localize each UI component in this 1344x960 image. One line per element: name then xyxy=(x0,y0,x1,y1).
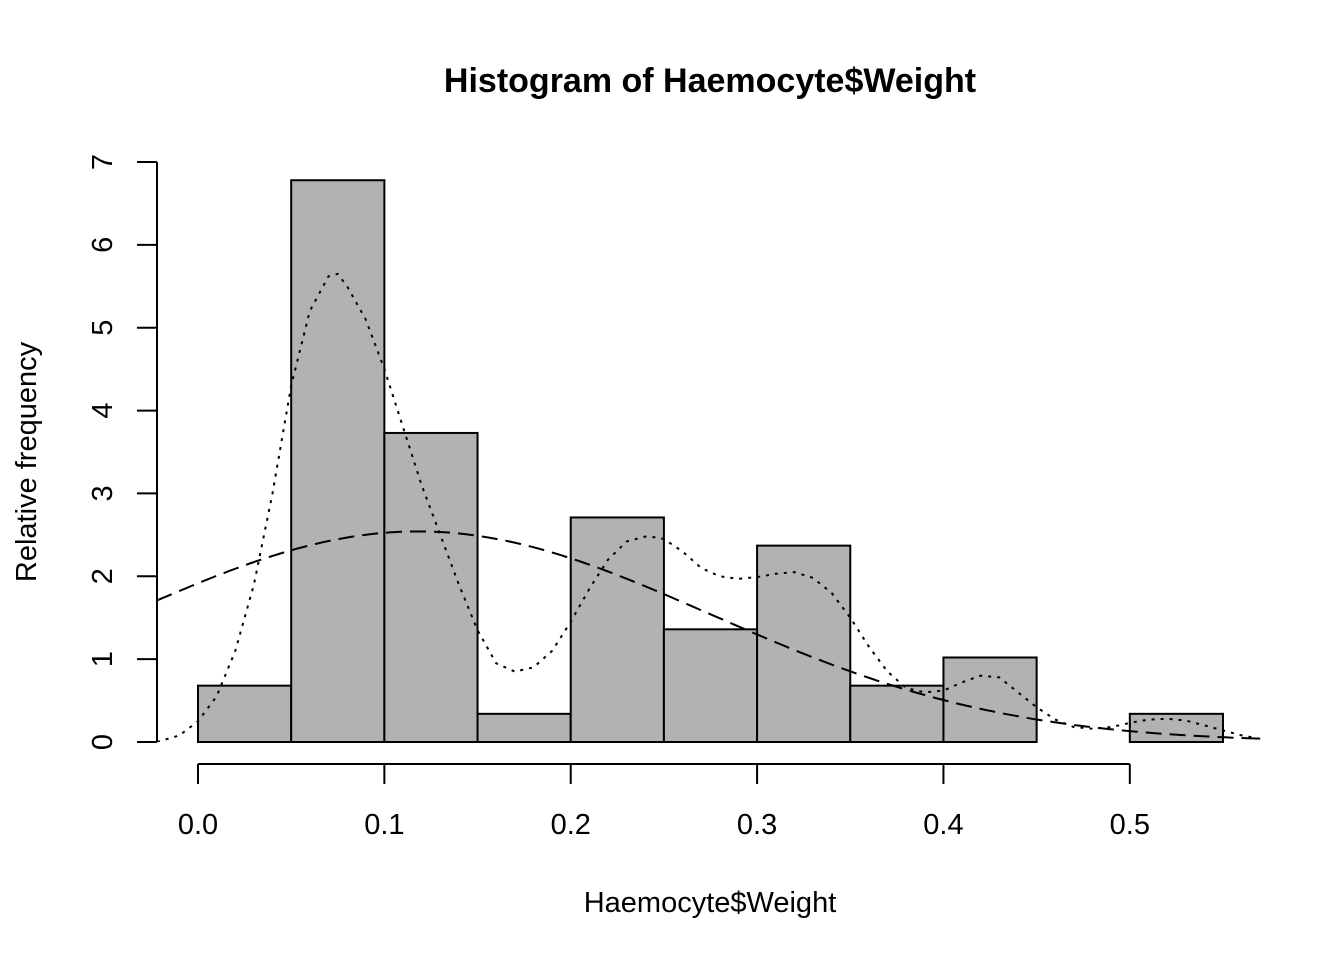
histogram-bar-1 xyxy=(290,179,386,743)
y-tick-label-5: 5 xyxy=(87,320,119,336)
histogram-bar-4 xyxy=(569,516,665,744)
histogram-bar-10 xyxy=(1128,712,1225,743)
y-tick-label-2: 2 xyxy=(87,568,119,584)
density-curve xyxy=(157,272,1264,742)
y-tick-label-7: 7 xyxy=(87,154,119,170)
y-tick-label-3: 3 xyxy=(87,485,119,501)
y-axis-label: Relative frequency xyxy=(11,341,43,582)
curves-group xyxy=(157,272,1264,742)
y-tick-label-0: 0 xyxy=(87,734,119,750)
y-axis: 0 1 2 3 4 5 6 7 xyxy=(87,154,158,750)
y-tick-label-4: 4 xyxy=(87,403,119,419)
x-tick-label-3: 0.3 xyxy=(737,809,777,841)
bars-group xyxy=(197,179,1225,744)
x-axis: 0.0 0.1 0.2 0.3 0.4 0.5 xyxy=(178,763,1150,841)
histogram-bar-2 xyxy=(383,431,479,743)
x-tick-label-1: 0.1 xyxy=(364,809,404,841)
y-tick-label-1: 1 xyxy=(87,651,119,667)
chart-title: Histogram of Haemocyte$Weight xyxy=(444,62,976,100)
x-tick-label-4: 0.4 xyxy=(923,809,963,841)
histogram-bar-0 xyxy=(197,684,293,744)
x-tick-label-2: 0.2 xyxy=(551,809,591,841)
histogram-bar-8 xyxy=(942,656,1038,743)
histogram-bar-5 xyxy=(662,628,759,743)
normal-curve xyxy=(157,530,1264,740)
x-tick-label-5: 0.5 xyxy=(1110,809,1150,841)
histogram-bar-6 xyxy=(756,544,852,744)
histogram-bar-3 xyxy=(476,712,572,743)
x-axis-label: Haemocyte$Weight xyxy=(584,887,837,919)
histogram-bar-7 xyxy=(849,684,945,744)
y-tick-label-6: 6 xyxy=(87,237,119,253)
x-tick-label-0: 0.0 xyxy=(178,809,218,841)
